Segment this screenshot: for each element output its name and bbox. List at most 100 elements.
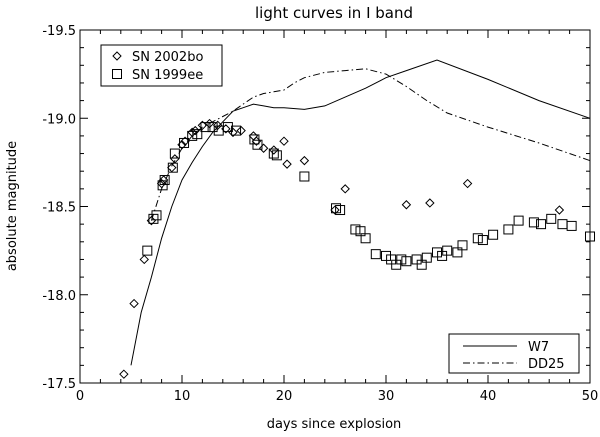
data-point-sn-1999ee xyxy=(386,254,397,265)
data-point-sn-2002bo xyxy=(212,120,223,131)
y-axis-ticks: -17.5 -18.0 -18.5 -19.0 -19.5 xyxy=(42,24,590,392)
data-point-sn-1999ee xyxy=(488,229,499,240)
data-point-sn-1999ee xyxy=(416,259,427,270)
data-point-sn-2002bo xyxy=(299,155,310,166)
data-point-sn-1999ee xyxy=(585,231,595,242)
y-tick-label: -19.0 xyxy=(42,112,76,127)
data-point-sn-2002bo xyxy=(330,205,340,215)
data-point-sn-1999ee xyxy=(249,134,260,145)
data-point-sn-2002bo xyxy=(340,184,350,194)
data-point-sn-1999ee xyxy=(335,205,346,216)
data-point-sn-1999ee xyxy=(222,122,233,133)
data-point-sn-1999ee xyxy=(411,254,422,265)
data-point-sn-1999ee xyxy=(207,122,218,133)
x-tick-label: 0 xyxy=(76,389,84,404)
data-point-sn-1999ee xyxy=(299,171,310,182)
data-point-sn-1999ee xyxy=(401,256,412,267)
data-point-sn-1999ee xyxy=(350,224,361,235)
data-point-sn-1999ee xyxy=(252,139,263,150)
data-point-sn-1999ee xyxy=(167,162,178,173)
data-point-sn-1999ee xyxy=(513,215,524,226)
data-point-sn-2002bo xyxy=(248,131,259,141)
data-point-sn-1999ee xyxy=(381,250,391,261)
data-point-sn-2002bo xyxy=(129,298,139,309)
data-point-sn-1999ee xyxy=(546,213,557,224)
model-curves xyxy=(130,59,591,366)
data-point-sn-1999ee xyxy=(271,150,282,161)
x-tick-label: 40 xyxy=(480,389,497,404)
data-point-sn-1999ee xyxy=(360,233,371,244)
data-point-sn-2002bo xyxy=(279,136,289,146)
y-tick-label: -19.5 xyxy=(42,24,76,39)
data-point-sn-2002bo xyxy=(258,143,269,153)
data-point-sn-1999ee xyxy=(557,219,568,230)
x-axis-ticks: 0 10 20 30 40 50 xyxy=(76,30,598,404)
data-point-sn-2002bo xyxy=(197,120,208,131)
data-point-sn-1999ee xyxy=(457,240,468,251)
legend-label: SN 1999ee xyxy=(132,68,203,83)
data-point-sn-1999ee xyxy=(157,180,168,191)
y-axis-label: absolute magnitude xyxy=(5,141,20,271)
data-point-sn-1999ee xyxy=(268,148,279,159)
legend-models-box xyxy=(448,333,580,374)
data-point-sn-1999ee xyxy=(169,148,180,159)
data-point-sn-2002bo xyxy=(462,178,473,189)
data-point-sn-2002bo xyxy=(167,162,177,173)
data-point-sn-1999ee xyxy=(503,224,514,235)
data-point-sn-2002bo xyxy=(401,200,412,210)
data-point-sn-1999ee xyxy=(472,233,483,244)
data-point-sn-1999ee xyxy=(477,235,488,246)
chart-title: light curves in I band xyxy=(255,4,413,22)
data-point-sn-2002bo xyxy=(228,127,238,138)
series-line-w7 xyxy=(130,59,591,366)
data-point-sn-1999ee xyxy=(421,252,432,263)
data-point-sn-2002bo xyxy=(554,205,565,215)
data-point-sn-2002bo xyxy=(170,154,180,164)
legend-label: SN 2002bo xyxy=(132,50,203,65)
legend-label: DD25 xyxy=(528,357,565,372)
data-point-sn-1999ee xyxy=(370,249,381,260)
legend-marker-square xyxy=(112,69,122,79)
data-point-sn-1999ee xyxy=(148,213,159,224)
data-point-sn-2002bo xyxy=(282,159,292,169)
data-point-sn-2002bo xyxy=(425,198,435,208)
legend-models: W7 DD25 xyxy=(448,333,580,374)
data-point-sn-2002bo xyxy=(139,254,149,265)
y-tick-label: -18.0 xyxy=(42,289,76,304)
data-point-sn-1999ee xyxy=(437,250,448,261)
x-tick-label: 10 xyxy=(174,389,191,404)
legend-observations: SN 2002bo SN 1999ee xyxy=(100,44,223,87)
data-point-sn-1999ee xyxy=(432,247,442,258)
data-point-sn-1999ee xyxy=(187,130,198,141)
data-point-sn-2002bo xyxy=(119,369,129,379)
data-point-sn-1999ee xyxy=(159,175,170,186)
data-point-sn-1999ee xyxy=(391,259,402,270)
data-point-sn-1999ee xyxy=(355,226,366,237)
y-tick-label: -17.5 xyxy=(42,377,76,392)
data-point-sn-1999ee xyxy=(151,210,162,221)
legend-marker-diamond xyxy=(112,51,122,61)
data-point-sn-1999ee xyxy=(179,137,190,148)
data-points xyxy=(119,118,595,379)
data-point-sn-1999ee xyxy=(396,254,407,265)
data-point-sn-2002bo xyxy=(269,145,279,155)
data-point-sn-1999ee xyxy=(442,245,453,256)
data-point-sn-2002bo xyxy=(236,125,246,136)
legend-observations-box xyxy=(100,44,223,87)
data-point-sn-1999ee xyxy=(142,245,153,256)
x-tick-label: 20 xyxy=(276,389,293,404)
data-point-sn-1999ee xyxy=(200,122,211,133)
data-point-sn-1999ee xyxy=(528,217,539,228)
series-line-dd25 xyxy=(150,68,591,221)
data-point-sn-1999ee xyxy=(231,125,242,136)
y-tick-label: -18.5 xyxy=(42,201,76,216)
data-point-sn-1999ee xyxy=(536,219,547,230)
data-point-sn-1999ee xyxy=(452,247,463,258)
x-tick-label: 50 xyxy=(582,389,599,404)
x-axis-label: days since explosion xyxy=(267,417,402,432)
data-point-sn-1999ee xyxy=(566,220,577,231)
x-tick-label: 30 xyxy=(378,389,395,404)
series-points-sn-1999ee xyxy=(142,122,595,270)
data-point-sn-1999ee xyxy=(192,129,203,140)
